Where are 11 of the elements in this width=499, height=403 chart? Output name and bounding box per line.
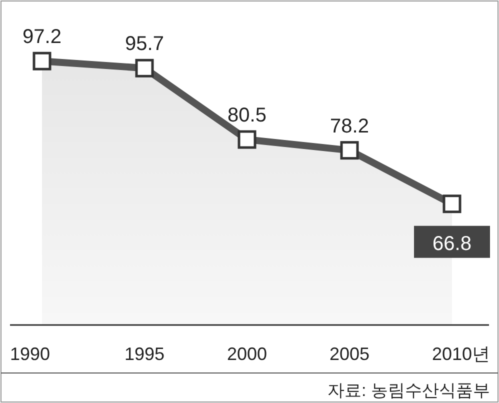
data-label: 95.7 <box>125 33 164 56</box>
data-label: 78.2 <box>330 115 369 138</box>
x-tick-label: 2005 <box>329 344 370 364</box>
x-tick-label: 1995 <box>124 344 165 364</box>
x-tick-label: 1990 <box>10 344 50 364</box>
data-label: 66.8 <box>432 232 472 255</box>
data-label: 80.5 <box>228 104 266 127</box>
x-tick-label: 2010년 <box>432 344 490 364</box>
data-label: 97.2 <box>22 26 62 48</box>
annotation: 자료: 농림수산식품부 <box>328 381 490 400</box>
x-tick-label: 2000 <box>226 344 268 364</box>
